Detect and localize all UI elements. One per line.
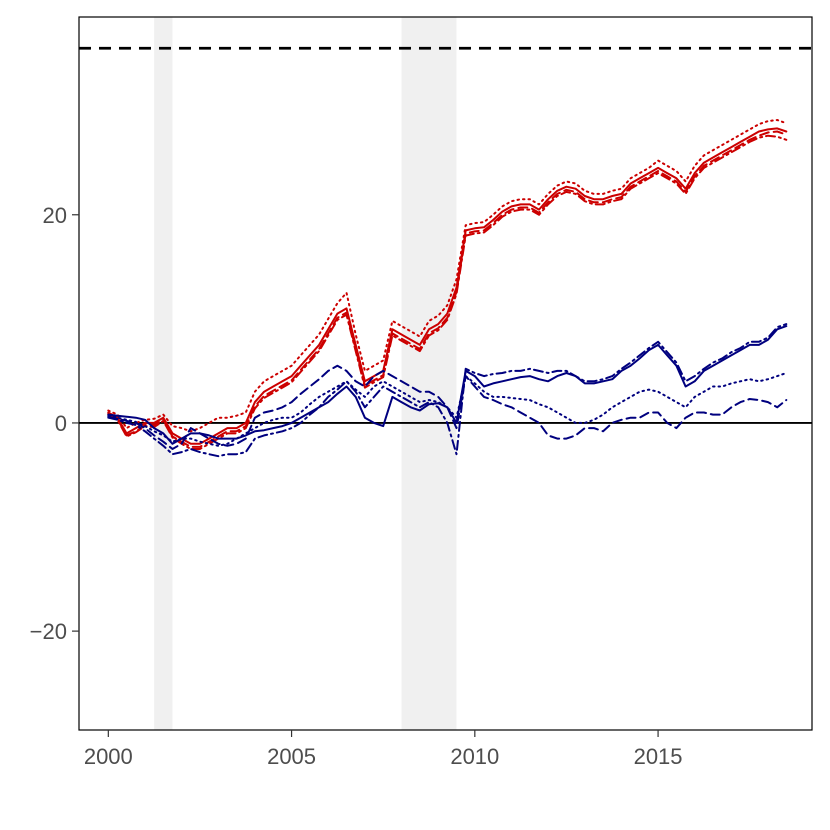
series-line-8-blue-dashdot [107,323,788,458]
series-lines [107,119,788,458]
y-tick-label: −20 [30,619,67,644]
series-line-4-red-dashdot [107,134,788,450]
shaded-period-2 [401,17,457,730]
series-line-7-blue-dashed [107,364,788,450]
shaded-periods [154,17,457,730]
y-tick-label: 20 [43,203,67,228]
reference-lines [79,46,812,424]
x-tick-label: 2005 [267,744,316,769]
y-axis: −20 0 20 [30,203,79,644]
panel-border [78,16,813,731]
x-tick-label: 2010 [450,744,499,769]
series-line-6-blue-dotted [107,372,788,447]
series-line-1-red-solid [107,127,788,445]
x-tick-label: 2000 [84,744,133,769]
y-tick-label: 0 [55,411,67,436]
series-line-3-red-dashed [107,130,788,448]
shaded-period-1 [154,17,173,730]
x-axis: 2000 2005 2010 2015 [84,730,683,769]
series-line-2-red-dotted [107,119,788,433]
x-tick-label: 2015 [634,744,683,769]
